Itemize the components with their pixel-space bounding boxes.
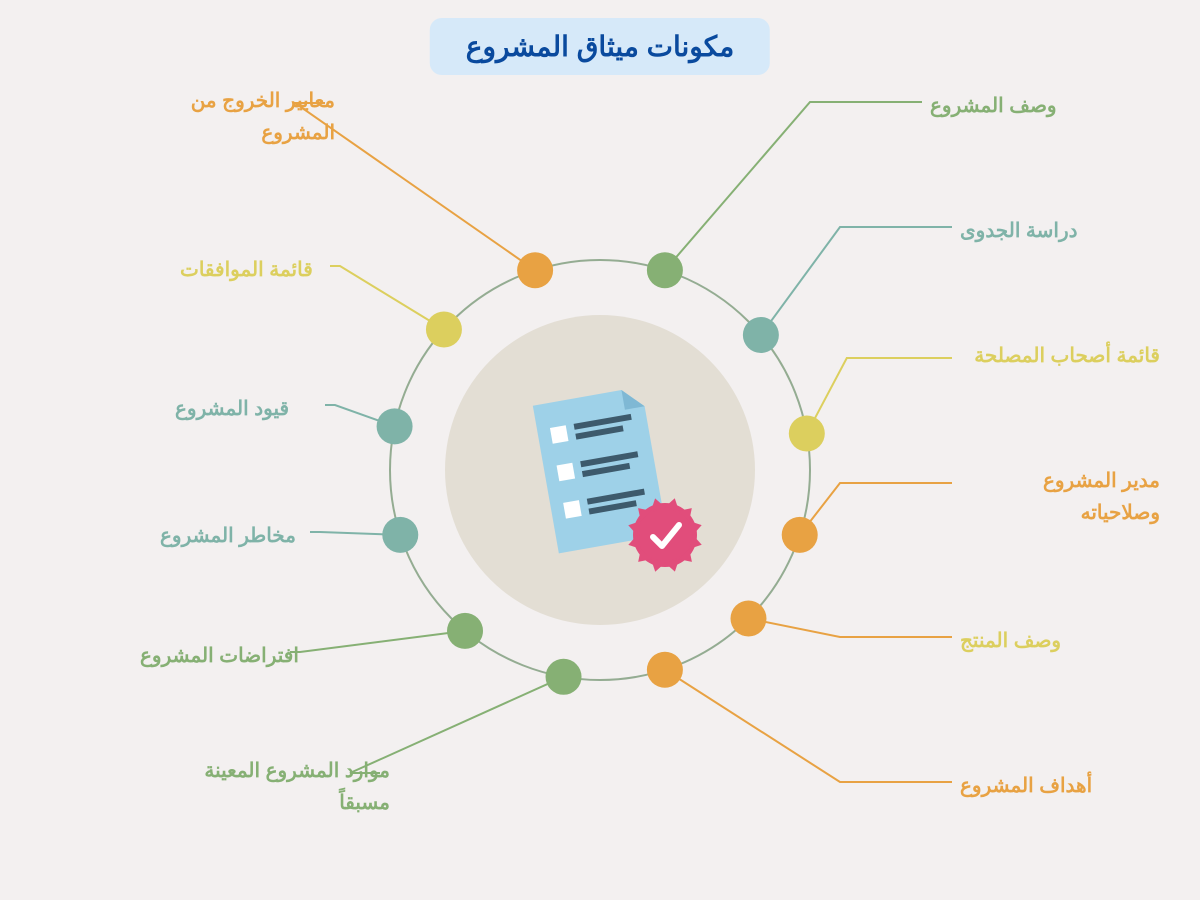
- node-dot: [647, 252, 683, 288]
- node-dot: [447, 613, 483, 649]
- connector-line: [807, 358, 952, 434]
- node-label: معايير الخروج من المشروع: [135, 85, 335, 149]
- node-dot: [382, 517, 418, 553]
- node-label: أهداف المشروع: [960, 770, 1092, 802]
- node-label: وصف المنتج: [960, 625, 1061, 657]
- node-dot: [647, 652, 683, 688]
- connector-line: [748, 618, 952, 637]
- connector-line: [330, 266, 444, 329]
- connector-line: [290, 631, 465, 652]
- node-dot: [743, 317, 779, 353]
- node-dot: [517, 252, 553, 288]
- connector-line: [665, 102, 922, 270]
- node-label: افتراضات المشروع: [140, 640, 299, 672]
- node-label: مدير المشروع وصلاحياته: [960, 465, 1160, 529]
- node-dot: [426, 311, 462, 347]
- node-label: موارد المشروع المعينة مسبقاً: [190, 755, 390, 819]
- node-label: قائمة أصحاب المصلحة: [960, 340, 1160, 372]
- node-label: قيود المشروع: [175, 393, 289, 425]
- connector-line: [665, 670, 952, 782]
- connector-line: [761, 227, 952, 335]
- node-label: وصف المشروع: [930, 90, 1057, 122]
- node-dot: [546, 659, 582, 695]
- node-dot: [789, 416, 825, 452]
- connector-line: [800, 483, 952, 535]
- node-label: دراسة الجدوى: [960, 215, 1078, 247]
- node-dot: [377, 408, 413, 444]
- node-label: مخاطر المشروع: [160, 520, 296, 552]
- node-dot: [730, 600, 766, 636]
- node-label: قائمة الموافقات: [180, 254, 313, 286]
- node-dot: [782, 517, 818, 553]
